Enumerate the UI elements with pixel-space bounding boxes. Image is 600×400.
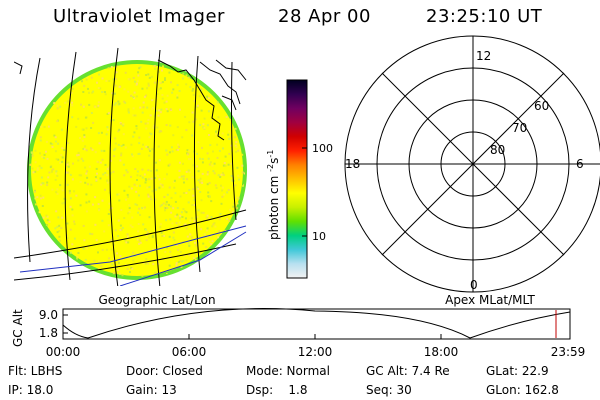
- altitude-curve: [62, 308, 571, 339]
- polar-panel: [344, 35, 600, 293]
- info-gain: Gain: 13: [126, 383, 177, 397]
- polar-diagonal-2: [381, 72, 565, 256]
- mlt-label-0: 0: [470, 278, 478, 292]
- instrument-title: Ultraviolet Imager: [53, 6, 225, 27]
- altitude-plot: [62, 308, 571, 340]
- info-flt: Flt: LBHS: [8, 364, 63, 378]
- info-mode: Mode: Normal: [246, 364, 330, 378]
- geo-caption: Geographic Lat/Lon: [98, 293, 215, 307]
- xtick-label-2359: 23:59: [551, 345, 586, 359]
- time-label: 23:25:10 UT: [426, 6, 543, 27]
- info-gc-alt: GC Alt: 7.4 Re: [366, 364, 450, 378]
- colorbar-label-100: 100: [312, 142, 333, 155]
- emission-speckle: [29, 64, 245, 277]
- meridian-grid: [14, 47, 247, 286]
- info-glon: GLon: 162.8: [486, 383, 559, 397]
- colorbar: [286, 79, 308, 279]
- info-glat: GLat: 22.9: [486, 364, 549, 378]
- coastline: [14, 59, 247, 141]
- xtick-label-1800: 18:00: [424, 345, 459, 359]
- colorbar-unit: photon cm -2s-1: [266, 150, 281, 240]
- geographic-panel: [14, 47, 247, 286]
- polar-caption: Apex MLat/MLT: [445, 293, 535, 307]
- xtick-label-1200: 12:00: [298, 345, 333, 359]
- mlt-label-18: 18: [345, 157, 360, 171]
- altitude-ytick-label-9: 9.0: [39, 308, 58, 322]
- mlt-label-12: 12: [476, 49, 491, 63]
- lat-label-70: 70: [512, 121, 527, 135]
- info-dsp: Dsp: 1.8: [246, 383, 308, 397]
- date-label: 28 Apr 00: [278, 6, 371, 27]
- info-ip: IP: 18.0: [8, 383, 54, 397]
- altitude-ylabel: GC Alt: [11, 309, 25, 347]
- xtick-label-0600: 06:00: [172, 345, 207, 359]
- colorbar-label-10: 10: [312, 230, 326, 243]
- info-door: Door: Closed: [126, 364, 203, 378]
- lat-label-80: 80: [490, 143, 505, 157]
- boundary-lines: [19, 225, 247, 286]
- info-seq: Seq: 30: [366, 383, 412, 397]
- earth-limb: [27, 60, 247, 280]
- xtick-label-0000: 00:00: [46, 345, 81, 359]
- lat-label-60: 60: [534, 99, 549, 113]
- altitude-ytick-label-1-8: 1.8: [39, 326, 58, 340]
- mlt-label-6: 6: [576, 157, 584, 171]
- altitude-frame: [62, 308, 571, 340]
